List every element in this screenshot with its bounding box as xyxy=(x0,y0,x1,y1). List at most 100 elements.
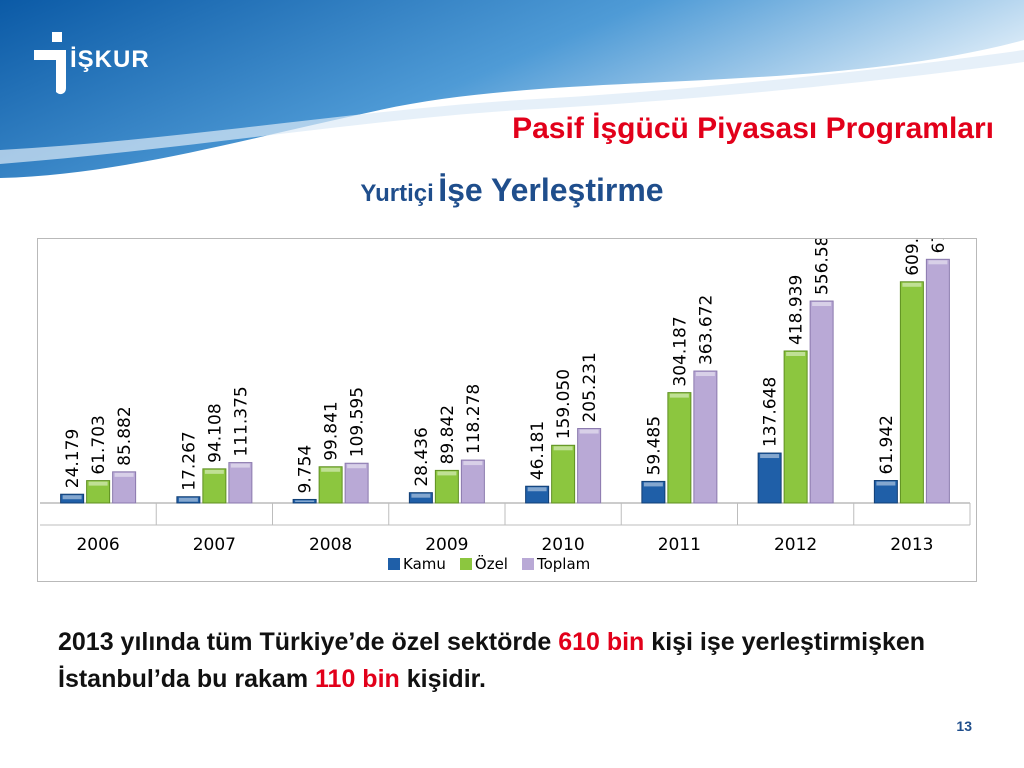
legend-swatch-kamu xyxy=(388,558,400,570)
bar-kamu-2006 xyxy=(60,493,85,504)
bar-toplam-2013 xyxy=(925,258,950,504)
bar-ozel-2012 xyxy=(783,350,808,504)
bar-toplam-2012 xyxy=(809,300,834,504)
bar-kamu-2012 xyxy=(757,452,782,504)
data-label-kamu-2011: 59.485 xyxy=(644,416,664,475)
bar-highlight-ozel-2008 xyxy=(321,467,341,472)
data-label-ozel-2008: 99.841 xyxy=(322,401,342,460)
legend-item-toplam: Toplam xyxy=(521,555,591,573)
data-label-ozel-2009: 89.842 xyxy=(438,405,458,464)
summary-note: 2013 yılında tüm Türkiye’de özel sektörd… xyxy=(58,624,978,698)
bar-ozel-2007 xyxy=(202,468,227,504)
note-highlight-1: 610 bin xyxy=(558,628,645,656)
bar-toplam-2008 xyxy=(344,462,369,504)
bar-highlight-kamu-2012 xyxy=(760,454,780,459)
bar-highlight-toplam-2006 xyxy=(114,472,134,477)
x-tick-label-2008: 2008 xyxy=(309,535,352,555)
bar-ozel-2011 xyxy=(667,392,692,504)
bar-ozel-2006 xyxy=(86,480,111,504)
legend-label-ozel: Özel xyxy=(474,555,508,573)
legend-item-ozel: Özel xyxy=(459,555,508,573)
bar-ozel-2009 xyxy=(434,469,459,504)
bar-toplam-2011 xyxy=(693,370,718,504)
bar-highlight-ozel-2009 xyxy=(437,471,457,476)
bar-highlight-ozel-2010 xyxy=(553,446,573,451)
legend-label-toplam: Toplam xyxy=(536,555,591,573)
data-label-toplam-2006: 85.882 xyxy=(115,406,135,465)
bar-highlight-toplam-2012 xyxy=(812,302,832,307)
x-tick-label-2011: 2011 xyxy=(658,535,701,555)
bar-toplam-2009 xyxy=(460,459,485,504)
bar-toplam-2010 xyxy=(577,428,602,504)
note-part-2: kişi işe yerleştirmişken İstanbul’da bu … xyxy=(58,628,926,693)
note-highlight-2: 110 bin xyxy=(315,665,400,693)
legend-swatch-toplam xyxy=(521,558,534,570)
bar-kamu-2013 xyxy=(873,480,898,504)
x-tick-label-2012: 2012 xyxy=(774,535,817,555)
bar-highlight-toplam-2007 xyxy=(230,463,250,468)
bar-highlight-ozel-2007 xyxy=(204,469,224,474)
bar-toplam-2007 xyxy=(228,462,253,504)
bar-highlight-toplam-2011 xyxy=(695,372,715,377)
bar-ozel-2010 xyxy=(551,444,576,504)
data-label-ozel-2007: 94.108 xyxy=(205,403,225,462)
bar-highlight-toplam-2013 xyxy=(928,260,948,265)
logo-text: İŞKUR xyxy=(70,46,150,73)
data-label-kamu-2013: 61.942 xyxy=(877,415,897,474)
x-tick-label-2013: 2013 xyxy=(890,535,933,555)
page-number: 13 xyxy=(956,718,972,734)
data-label-kamu-2010: 46.181 xyxy=(528,421,548,480)
note-part-3: kişidir. xyxy=(399,665,486,693)
bar-highlight-ozel-2006 xyxy=(88,481,108,486)
bar-ozel-2013 xyxy=(899,281,924,504)
bar-ozel-2008 xyxy=(318,466,343,504)
bar-kamu-2007 xyxy=(176,496,201,504)
bar-kamu-2011 xyxy=(641,480,666,504)
bar-highlight-ozel-2011 xyxy=(669,393,689,398)
data-label-toplam-2010: 205.231 xyxy=(580,352,600,422)
data-label-kamu-2009: 28.436 xyxy=(412,427,432,486)
data-label-ozel-2011: 304.187 xyxy=(670,316,690,386)
data-label-toplam-2009: 118.278 xyxy=(464,384,484,454)
bar-highlight-kamu-2007 xyxy=(178,497,198,502)
bar-highlight-ozel-2013 xyxy=(902,282,922,287)
data-label-kamu-2012: 137.648 xyxy=(761,377,781,447)
chart-legend: Kamu Özel Toplam xyxy=(388,555,598,573)
bar-kamu-2008 xyxy=(292,498,317,504)
bar-toplam-2006 xyxy=(112,471,137,504)
slide-subtitle: Yurtiçi İşe Yerleştirme xyxy=(0,172,1024,209)
data-label-ozel-2013: 609.636 xyxy=(903,239,923,276)
data-label-toplam-2007: 111.375 xyxy=(231,386,251,456)
x-tick-label-2006: 2006 xyxy=(76,535,119,555)
bar-highlight-toplam-2009 xyxy=(463,461,483,466)
data-label-toplam-2013: 671.578 xyxy=(929,239,949,253)
slide-title: Pasif İşgücü Piyasası Programları xyxy=(512,112,994,145)
data-label-ozel-2012: 418.939 xyxy=(787,275,807,345)
subtitle-main: İşe Yerleştirme xyxy=(438,172,664,208)
bar-highlight-kamu-2010 xyxy=(527,487,547,492)
data-label-toplam-2008: 109.595 xyxy=(348,387,368,457)
x-tick-label-2007: 2007 xyxy=(193,535,236,555)
data-label-toplam-2011: 363.672 xyxy=(696,295,716,365)
bar-highlight-toplam-2010 xyxy=(579,429,599,434)
data-label-ozel-2006: 61.703 xyxy=(89,415,109,474)
legend-swatch-ozel xyxy=(459,558,472,570)
bar-highlight-kamu-2008 xyxy=(295,500,315,502)
data-label-kamu-2006: 24.179 xyxy=(63,429,83,488)
data-label-toplam-2012: 556.587 xyxy=(813,239,833,295)
data-label-ozel-2010: 159.050 xyxy=(554,369,574,439)
subtitle-prefix: Yurtiçi xyxy=(360,180,434,207)
bar-highlight-ozel-2012 xyxy=(786,351,806,356)
bar-highlight-kamu-2009 xyxy=(411,493,431,498)
legend-label-kamu: Kamu xyxy=(403,555,446,573)
iskur-logo xyxy=(34,32,66,95)
bar-highlight-kamu-2006 xyxy=(62,495,82,500)
x-tick-label-2009: 2009 xyxy=(425,535,468,555)
legend-item-kamu: Kamu xyxy=(388,555,446,573)
bar-kamu-2010 xyxy=(525,485,550,504)
data-label-kamu-2007: 17.267 xyxy=(179,431,199,490)
note-part-1: 2013 yılında tüm Türkiye’de özel sektörd… xyxy=(58,628,559,656)
bar-highlight-kamu-2013 xyxy=(876,481,896,486)
bar-highlight-toplam-2008 xyxy=(347,464,367,469)
chart-frame: 24.179 61.703 85.882 2006 17.267 94.108 111.37… xyxy=(37,238,977,582)
